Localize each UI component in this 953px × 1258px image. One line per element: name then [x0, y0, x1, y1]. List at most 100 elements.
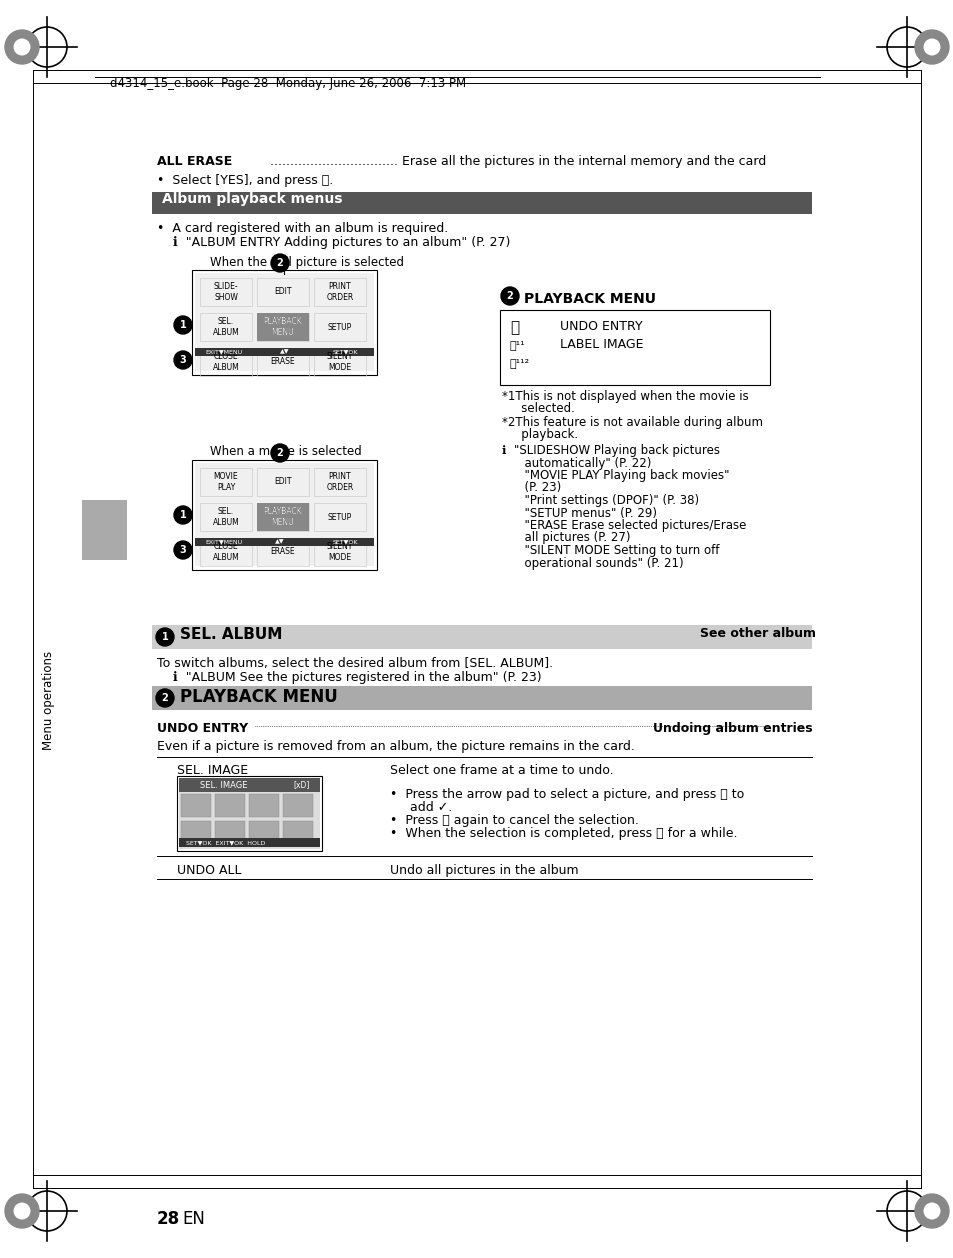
Bar	[249, 794, 278, 816]
Circle shape	[923, 1203, 940, 1219]
Text: EXIT▼MENU: EXIT▼MENU	[205, 540, 242, 545]
Bar	[179, 777, 319, 793]
Bar	[214, 821, 245, 844]
Bar	[314, 503, 366, 531]
Bar	[256, 313, 309, 341]
Text: ℹ  "SLIDESHOW Playing back pictures: ℹ "SLIDESHOW Playing back pictures	[501, 444, 720, 457]
Text: ℹ  "ALBUM See the pictures registered in the album" (P. 23): ℹ "ALBUM See the pictures registered in …	[172, 671, 541, 684]
Circle shape	[914, 30, 948, 64]
Circle shape	[173, 506, 192, 525]
Text: playback.: playback.	[510, 428, 578, 442]
Text: "Print settings (DPOF)" (P. 38): "Print settings (DPOF)" (P. 38)	[501, 494, 699, 507]
Bar	[314, 313, 366, 341]
Text: SET▼OK: SET▼OK	[333, 350, 357, 355]
Text: LABEL IMAGE: LABEL IMAGE	[559, 338, 643, 351]
Bar	[256, 468, 309, 496]
Bar	[283, 821, 313, 844]
Text: •  Select [YES], and press Ⓞ.: • Select [YES], and press Ⓞ.	[157, 174, 333, 187]
Circle shape	[173, 316, 192, 335]
Bar	[314, 348, 366, 376]
Bar	[152, 192, 811, 214]
Text: *1This is not displayed when the movie is: *1This is not displayed when the movie i…	[501, 390, 748, 403]
Bar	[179, 777, 319, 849]
Text: PLAYBACK
MENU: PLAYBACK MENU	[263, 507, 302, 527]
Circle shape	[271, 254, 289, 272]
Text: automatically" (P. 22): automatically" (P. 22)	[501, 457, 651, 469]
Bar	[152, 625, 811, 649]
Text: 3: 3	[179, 545, 186, 555]
Text: EXIT▼MENU: EXIT▼MENU	[205, 350, 242, 355]
Text: When a movie is selected: When a movie is selected	[210, 445, 361, 458]
Bar	[200, 538, 252, 566]
Bar	[200, 503, 252, 531]
Text: d4314_15_e.book  Page 28  Monday, June 26, 2006  7:13 PM: d4314_15_e.book Page 28 Monday, June 26,…	[110, 77, 466, 91]
Text: PLAYBACK
MENU: PLAYBACK MENU	[263, 507, 302, 527]
Bar	[200, 348, 252, 376]
Text: ▲▼: ▲▼	[275, 540, 284, 545]
Bar	[249, 821, 278, 844]
Circle shape	[5, 30, 39, 64]
Text: selected.: selected.	[510, 403, 575, 415]
Bar	[192, 270, 376, 375]
Text: UNDO ENTRY: UNDO ENTRY	[559, 320, 642, 333]
Text: 3: 3	[179, 355, 186, 365]
Bar	[256, 278, 309, 306]
Text: 🔒¹¹: 🔒¹¹	[510, 340, 525, 350]
Text: 🎤¹¹²: 🎤¹¹²	[510, 359, 530, 369]
Bar	[256, 313, 309, 341]
Circle shape	[271, 444, 289, 462]
Text: •  A card registered with an album is required.: • A card registered with an album is req…	[157, 221, 448, 235]
Text: ℹ  "ALBUM ENTRY Adding pictures to an album" (P. 27): ℹ "ALBUM ENTRY Adding pictures to an alb…	[172, 237, 510, 249]
Text: SILENT
MODE: SILENT MODE	[327, 352, 353, 371]
Bar	[214, 794, 245, 816]
Text: 2: 2	[276, 258, 283, 268]
Text: Select one frame at a time to undo.: Select one frame at a time to undo.	[390, 764, 613, 777]
Bar	[179, 838, 319, 847]
Text: •  When the selection is completed, press Ⓞ for a while.: • When the selection is completed, press…	[390, 827, 737, 840]
Circle shape	[5, 1194, 39, 1228]
Text: [xD]: [xD]	[294, 780, 310, 790]
Text: ................................ Erase all the pictures in the internal memory a: ................................ Erase a…	[270, 155, 765, 169]
Text: 1: 1	[179, 509, 186, 520]
Bar	[283, 794, 313, 816]
Circle shape	[173, 541, 192, 559]
Text: EDIT: EDIT	[274, 288, 292, 297]
Circle shape	[500, 287, 518, 304]
Text: 1: 1	[179, 320, 186, 330]
Bar	[194, 273, 374, 371]
Text: PLAYBACK
MENU: PLAYBACK MENU	[263, 317, 302, 337]
Text: 2: 2	[161, 693, 168, 703]
Text: 2: 2	[506, 291, 513, 301]
Bar	[249, 821, 278, 844]
Text: operational sounds" (P. 21): operational sounds" (P. 21)	[501, 556, 683, 570]
Text: SET▼OK: SET▼OK	[333, 540, 357, 545]
Text: EN: EN	[182, 1210, 205, 1228]
Text: PRINT
ORDER: PRINT ORDER	[326, 472, 354, 492]
Text: •  Press the arrow pad to select a picture, and press Ⓞ to: • Press the arrow pad to select a pictur…	[390, 788, 743, 801]
Text: "MOVIE PLAY Playing back movies": "MOVIE PLAY Playing back movies"	[501, 469, 729, 482]
Bar	[283, 794, 313, 816]
Bar	[314, 468, 366, 496]
Bar	[256, 503, 309, 531]
Text: ALL ERASE: ALL ERASE	[157, 155, 232, 169]
Circle shape	[156, 628, 173, 647]
Text: SEL. IMAGE: SEL. IMAGE	[177, 764, 248, 777]
Bar	[181, 821, 211, 844]
Bar	[200, 313, 252, 341]
Bar	[194, 538, 374, 546]
Text: SET▼OK  EXIT▼OK  HOLD: SET▼OK EXIT▼OK HOLD	[186, 840, 265, 845]
Text: UNDO ENTRY: UNDO ENTRY	[157, 722, 248, 735]
Text: •  Press Ⓞ again to cancel the selection.: • Press Ⓞ again to cancel the selection.	[390, 814, 639, 827]
Text: SLIDE-
SHOW: SLIDE- SHOW	[213, 282, 238, 302]
Bar	[214, 821, 245, 844]
Text: SEL. IMAGE: SEL. IMAGE	[200, 780, 247, 790]
Bar	[192, 460, 376, 570]
Bar	[200, 468, 252, 496]
Circle shape	[13, 39, 30, 55]
Text: *2This feature is not available during album: *2This feature is not available during a…	[501, 416, 762, 429]
Circle shape	[173, 351, 192, 369]
Text: "SILENT MODE Setting to turn off: "SILENT MODE Setting to turn off	[501, 543, 719, 557]
Text: Even if a picture is removed from an album, the picture remains in the card.: Even if a picture is removed from an alb…	[157, 740, 634, 754]
Text: ▲▼: ▲▼	[280, 350, 290, 355]
Circle shape	[914, 1194, 948, 1228]
